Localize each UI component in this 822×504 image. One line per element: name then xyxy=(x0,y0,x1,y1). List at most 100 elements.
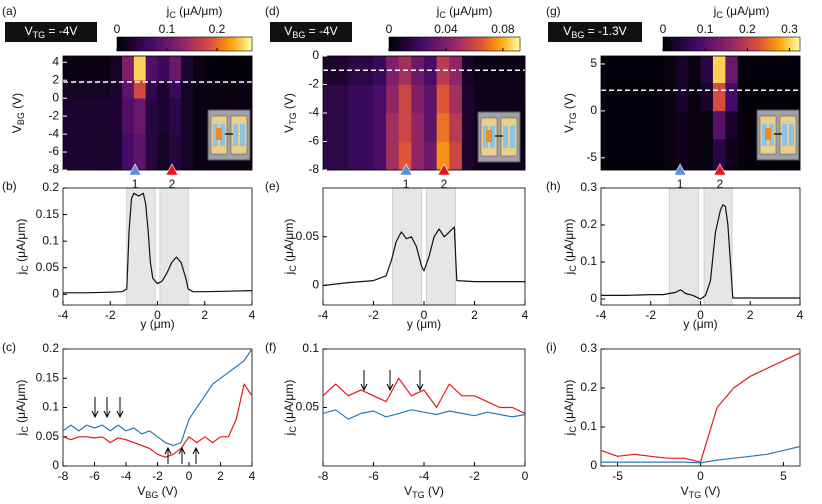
data-line xyxy=(322,409,526,420)
label-part: (μA/μm) xyxy=(176,4,223,18)
position-marker xyxy=(673,163,687,176)
annotation-arrow xyxy=(416,370,424,392)
heatmap-cell xyxy=(133,98,146,135)
heatmap-cell xyxy=(192,98,206,135)
annotation-arrow xyxy=(91,397,99,419)
heatmap-cell xyxy=(74,80,87,99)
heatmap-cell xyxy=(675,82,689,112)
heatmap-cell xyxy=(688,82,701,112)
heatmap-cell xyxy=(192,134,206,171)
colorbar-label: jC (μA/μm) xyxy=(166,4,223,20)
marker-label: 2 xyxy=(169,177,176,191)
x-tick-label: 4 xyxy=(522,308,529,322)
heatmap-cell xyxy=(169,98,182,135)
heatmap-cell xyxy=(74,56,87,81)
label-part: TG xyxy=(288,112,298,125)
x-tick-label: -5 xyxy=(612,469,623,483)
heatmap-cell xyxy=(700,139,714,171)
tag-box xyxy=(548,22,642,42)
heatmap-cell xyxy=(216,56,229,81)
label-part: j xyxy=(282,272,296,276)
colorbar-tick-label: 0.2 xyxy=(209,22,226,36)
heatmap-cell xyxy=(512,84,526,114)
label-part: j xyxy=(436,4,440,18)
axes-frame xyxy=(600,187,801,306)
x-axis-label: y (μm) xyxy=(407,317,441,331)
x-tick-label: -4 xyxy=(58,308,69,322)
heatmap-cell xyxy=(63,98,76,135)
label-part: C xyxy=(568,265,578,272)
y-tick-label: -2 xyxy=(48,108,59,122)
heatmap-cell xyxy=(145,80,158,99)
heatmap-cell xyxy=(625,110,639,140)
heatmap-cell xyxy=(725,82,739,112)
annotation-arrow xyxy=(386,370,394,392)
y-tick-label: 0.05 xyxy=(296,400,320,414)
heatmap-cell xyxy=(750,82,763,112)
label-part: = -1.3V xyxy=(584,24,626,38)
heatmap-cell xyxy=(487,84,501,114)
heatmap-cell xyxy=(86,134,99,171)
heatmap-cell xyxy=(700,56,714,84)
label-part: V xyxy=(562,125,576,133)
label-part: (μA/μm) xyxy=(14,380,28,427)
y-tick-label: 5 xyxy=(590,56,597,70)
x-axis-label: y (μm) xyxy=(683,317,717,331)
y-tick-label: -6 xyxy=(48,144,59,158)
heatmap-cell xyxy=(157,56,170,81)
label-part: y (μm) xyxy=(683,317,717,331)
y-tick-label: 0.1 xyxy=(42,400,59,414)
x-tick-label: -2 xyxy=(645,308,656,322)
heatmap-cell xyxy=(98,56,111,81)
heatmap-cell xyxy=(499,84,513,114)
label-part: C xyxy=(169,10,176,20)
heatmap-cell xyxy=(436,113,450,142)
x-tick-label: -2 xyxy=(368,308,379,322)
heatmap-cell xyxy=(133,80,146,99)
shaded-region xyxy=(426,187,456,306)
y-tick-label: 0.1 xyxy=(580,419,597,433)
heatmap-cell xyxy=(145,134,158,171)
data-line xyxy=(62,348,253,447)
tag-text: VTG = -4V xyxy=(25,24,78,40)
heatmap-cell xyxy=(74,98,87,135)
heatmap-cell xyxy=(181,80,194,99)
marker-label: 2 xyxy=(717,177,724,191)
label-part: = -4V xyxy=(45,24,77,38)
y-tick-label: -5 xyxy=(586,150,597,164)
heatmap-cell xyxy=(601,110,614,140)
annotation-arrow xyxy=(178,446,186,464)
label-part: V xyxy=(563,24,571,38)
heatmap-cell xyxy=(638,110,652,140)
heatmap-cell xyxy=(762,82,776,112)
colorbar-tick-label: 0.04 xyxy=(434,22,458,36)
marker-label: 1 xyxy=(677,177,684,191)
heatmap-cell xyxy=(461,113,475,142)
heatmap-cell xyxy=(240,80,253,99)
heatmap-cell xyxy=(499,56,513,85)
panel-letter: (e) xyxy=(265,179,280,193)
data-line xyxy=(62,383,253,458)
y-axis-label: VTG (V) xyxy=(562,93,578,133)
inset-channel xyxy=(490,126,495,148)
y-axis-label: jC (μA/μm) xyxy=(14,380,30,437)
y-tick-label: 0 xyxy=(312,278,319,292)
heatmap-cell xyxy=(63,56,76,81)
heatmap-cell xyxy=(181,98,194,135)
heatmap-cell xyxy=(63,134,76,171)
position-marker xyxy=(713,163,727,176)
label-part: V xyxy=(282,125,296,133)
heatmap-cell xyxy=(398,84,412,114)
heatmap-cell xyxy=(110,98,123,135)
heatmap-cell xyxy=(110,80,123,99)
y-tick-label: 0 xyxy=(590,458,597,472)
colorbar-tick-label: 0 xyxy=(114,22,121,36)
label-part: C xyxy=(439,10,446,20)
axes-frame xyxy=(322,187,526,306)
label-part: j xyxy=(14,433,28,437)
y-tick-label: 0.15 xyxy=(36,370,60,384)
inset-channel xyxy=(789,124,794,146)
label-part: (μA/μm) xyxy=(723,4,770,18)
heatmap-cell xyxy=(157,134,170,171)
